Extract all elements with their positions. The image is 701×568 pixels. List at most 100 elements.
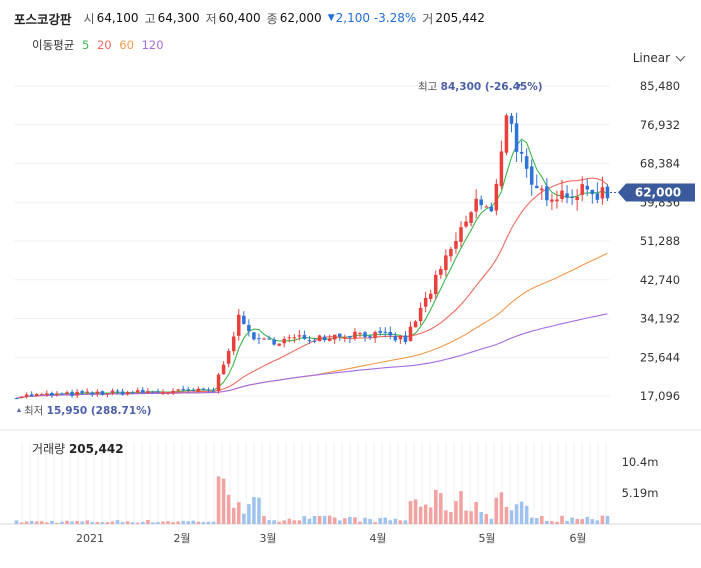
candle-body — [479, 199, 483, 206]
candle-body — [166, 392, 170, 394]
volume-bar — [221, 478, 226, 524]
volume-bar — [388, 520, 393, 524]
volume-bar — [509, 510, 514, 524]
candle-body — [403, 335, 408, 342]
volume-bar — [408, 501, 413, 524]
volume-bar — [403, 520, 408, 524]
volume-bar — [590, 519, 595, 524]
candle-body — [439, 269, 443, 275]
volume-bar — [24, 521, 29, 524]
candle-body — [50, 392, 54, 396]
candle-body — [252, 332, 256, 340]
candle-body — [292, 337, 297, 339]
price-tick-label: 76,932 — [640, 118, 680, 132]
date-tick-label: 4월 — [369, 532, 386, 545]
candle-body — [358, 332, 362, 334]
candle-body — [585, 185, 590, 190]
scale-value: Linear — [632, 51, 670, 65]
candle-body — [161, 392, 165, 394]
volume-bar — [307, 518, 312, 524]
volume-bar — [277, 521, 281, 524]
volume-bar — [257, 497, 261, 524]
volume-bar — [45, 522, 49, 524]
candle-body — [363, 332, 367, 337]
volume-bar — [302, 516, 307, 524]
candle-body — [504, 115, 509, 153]
candle-body — [393, 335, 398, 341]
volume-bar — [125, 521, 130, 524]
volume-bar — [211, 521, 216, 524]
volume-bar — [343, 518, 347, 524]
candle-body — [181, 388, 185, 390]
volume-bar — [312, 515, 317, 524]
volume-bar — [383, 517, 388, 524]
ma-legend-label: 이동평균 — [32, 38, 75, 52]
candle-body — [29, 394, 34, 397]
volume-bar — [65, 520, 69, 524]
volume-bar — [181, 520, 185, 524]
volume-bar — [135, 522, 140, 524]
candle-body — [100, 391, 105, 395]
volume-bar — [550, 521, 554, 524]
volume-bar — [196, 521, 201, 524]
volume-bar — [34, 521, 39, 524]
candle-body — [338, 333, 342, 337]
volume-bar — [464, 510, 468, 524]
volume-bar — [368, 518, 372, 524]
volume-bar — [363, 517, 367, 524]
candle-body — [135, 390, 140, 393]
stock-header: 포스코강판 시 64,100 고 64,300 저 60,400 종 62,000 ▼ 2… — [14, 8, 491, 28]
candle-body — [514, 123, 519, 152]
ma-60-line — [16, 252, 608, 399]
candle-body — [55, 393, 59, 395]
price-tick-label: 42,740 — [640, 273, 680, 287]
candle-body — [80, 391, 84, 394]
volume-bar — [469, 511, 473, 524]
candle-body — [312, 340, 317, 342]
candle-body — [550, 199, 554, 202]
volume-bar — [600, 515, 605, 524]
low-marker-label: 최저 15,950 (288.71%) — [24, 405, 151, 417]
volume-bar — [348, 516, 352, 524]
date-tick-label: 2021 — [76, 532, 104, 545]
candle-body — [34, 393, 39, 397]
candle-body — [45, 393, 49, 395]
volume-bar — [156, 522, 160, 524]
candle-body — [459, 227, 463, 242]
ma-120-line — [16, 313, 608, 399]
price-tick-label: 85,480 — [640, 79, 680, 93]
candle-body — [130, 392, 135, 394]
candle-body — [24, 394, 29, 397]
candle-body — [282, 338, 286, 344]
candle-body — [545, 186, 549, 201]
candle-body — [226, 351, 231, 364]
candle-body — [115, 390, 120, 392]
moving-average-legend[interactable]: 이동평균 5 20 60 120 — [32, 37, 168, 53]
volume-bar — [95, 522, 100, 524]
volume-bar — [580, 519, 584, 524]
volume-bar — [332, 517, 337, 524]
volume-bar — [201, 522, 206, 524]
scale-dropdown[interactable]: Linear — [632, 51, 686, 65]
candle-body — [605, 186, 610, 199]
candle-body — [353, 331, 357, 339]
volume-bar — [216, 476, 221, 524]
candle-body — [307, 340, 312, 342]
down-triangle-icon: ▼ — [327, 13, 335, 23]
volume-bar — [499, 492, 504, 524]
volume-bar — [75, 521, 79, 524]
volume-bar — [358, 521, 362, 524]
volume-bar — [60, 521, 64, 524]
stock-name: 포스코강판 — [14, 11, 72, 27]
volume-bar — [393, 518, 398, 524]
close-price: 종 62,000 — [266, 11, 322, 26]
volume-bar — [439, 492, 443, 524]
candle-body — [75, 391, 79, 396]
candle-body — [348, 335, 352, 338]
low-price: 저 60,400 — [205, 11, 261, 26]
candle-body — [509, 115, 514, 124]
volume-bar — [80, 521, 84, 524]
candle-body — [257, 338, 261, 340]
volume-bar — [29, 520, 34, 524]
